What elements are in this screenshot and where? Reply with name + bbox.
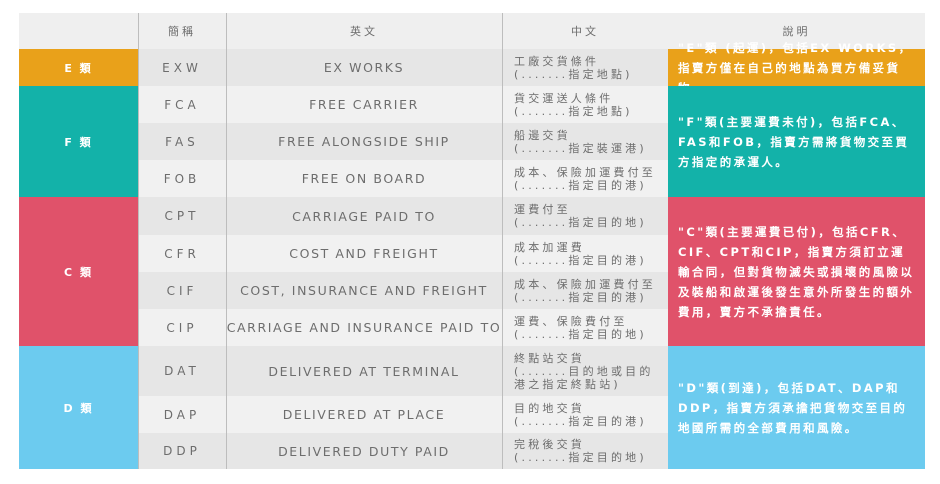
chinese-line: (.......目的地或目的 [514,364,654,378]
chinese-cell: 成本加運費 (.......指定目的港) [502,235,668,272]
category-c: C 類 [19,197,138,346]
header-chinese: 中文 [502,13,668,49]
english-cell: CARRIAGE AND INSURANCE PAID TO [226,309,502,346]
chinese-line: 目的地交貨 [514,401,585,415]
category-e: E 類 [19,49,138,86]
chinese-cell: 完稅後交貨 (.......指定目的地) [502,433,668,469]
english-cell: DELIVERED DUTY PAID [226,433,502,469]
abbr-cell: FAS [138,123,226,160]
english-cell: FREE ON BOARD [226,160,502,197]
chinese-line: (.......指定目的港) [514,178,647,192]
header-description: 說明 [668,13,925,49]
chinese-line: (.......指定目的港) [514,253,647,267]
description-d: "D"類(到達)，包括DAT、DAP和DDP，指賣方須承擔把貨物交至目的地國所需… [668,346,925,469]
chinese-line: 工廠交貨條件 [514,54,600,68]
chinese-line: (.......指定裝運港) [514,141,647,155]
chinese-cell: 船邊交貨 (.......指定裝運港) [502,123,668,160]
chinese-line: 港之指定終點站) [514,377,621,391]
chinese-line: (.......指定目的港) [514,290,647,304]
chinese-line: (.......指定目的地) [514,451,647,464]
chinese-cell: 工廠交貨條件 (.......指定地點) [502,49,668,86]
english-cell: DELIVERED AT TERMINAL [226,346,502,396]
chinese-line: 終點站交貨 [514,351,585,365]
chinese-line: 船邊交貨 [514,128,571,142]
category-f: F 類 [19,86,138,197]
header-english: 英文 [226,13,502,49]
chinese-cell: 終點站交貨 (.......目的地或目的 港之指定終點站) [502,346,668,396]
chinese-line: 貨交運送人條件 [514,91,614,105]
english-cell: EX WORKS [226,49,502,86]
chinese-line: (.......指定目的地) [514,327,647,341]
chinese-line: (.......指定地點) [514,104,633,118]
chinese-line: 成本加運費 [514,240,585,254]
abbr-cell: CPT [138,197,226,235]
column-divider [226,13,227,469]
chinese-line: 完稅後交貨 [514,438,585,451]
abbr-cell: FOB [138,160,226,197]
chinese-line: (.......指定地點) [514,67,633,81]
english-cell: FREE CARRIER [226,86,502,123]
description-f: "F"類(主要運費未付)，包括FCA、FAS和FOB，指賣方需將貨物交至買方指定… [668,86,925,197]
chinese-line: (.......指定目的港) [514,414,647,428]
chinese-line: 成本、保險加運費付至 [514,165,656,179]
english-cell: FREE ALONGSIDE SHIP [226,123,502,160]
abbr-cell: CIF [138,272,226,309]
english-cell: DELIVERED AT PLACE [226,396,502,433]
abbr-cell: DDP [138,433,226,469]
chinese-line: 運費、保險費付至 [514,314,628,328]
chinese-line: 運費付至 [514,203,571,216]
column-divider [502,13,503,469]
abbr-cell: EXW [138,49,226,86]
abbr-cell: DAT [138,346,226,396]
chinese-cell: 運費、保險費付至 (.......指定目的地) [502,309,668,346]
header-abbr: 簡稱 [138,13,226,49]
abbr-cell: CIP [138,309,226,346]
incoterms-table: 簡稱 英文 中文 說明 E 類 "E"類 (起運)，包括EX WORKS，指賣方僅… [19,13,925,469]
chinese-cell: 成本、保險加運費付至 (.......指定目的港) [502,272,668,309]
chinese-cell: 目的地交貨 (.......指定目的港) [502,396,668,433]
abbr-cell: DAP [138,396,226,433]
chinese-cell: 成本、保險加運費付至 (.......指定目的港) [502,160,668,197]
english-cell: COST AND FREIGHT [226,235,502,272]
column-divider [138,13,139,469]
chinese-cell: 運費付至 (.......指定目的地) [502,197,668,235]
chinese-line: (.......指定目的地) [514,216,647,229]
chinese-cell: 貨交運送人條件 (.......指定地點) [502,86,668,123]
category-d: D 類 [19,346,138,469]
header-blank [19,13,138,49]
english-cell: CARRIAGE PAID TO [226,197,502,235]
chinese-line: 成本、保險加運費付至 [514,277,656,291]
description-c: "C"類(主要運費已付)，包括CFR、CIF、CPT和CIP，指賣方須訂立運輸合… [668,197,925,346]
english-cell: COST, INSURANCE AND FREIGHT [226,272,502,309]
abbr-cell: CFR [138,235,226,272]
description-e: "E"類 (起運)，包括EX WORKS，指賣方僅在自己的地點為買方備妥貨物。 [668,41,925,95]
abbr-cell: FCA [138,86,226,123]
